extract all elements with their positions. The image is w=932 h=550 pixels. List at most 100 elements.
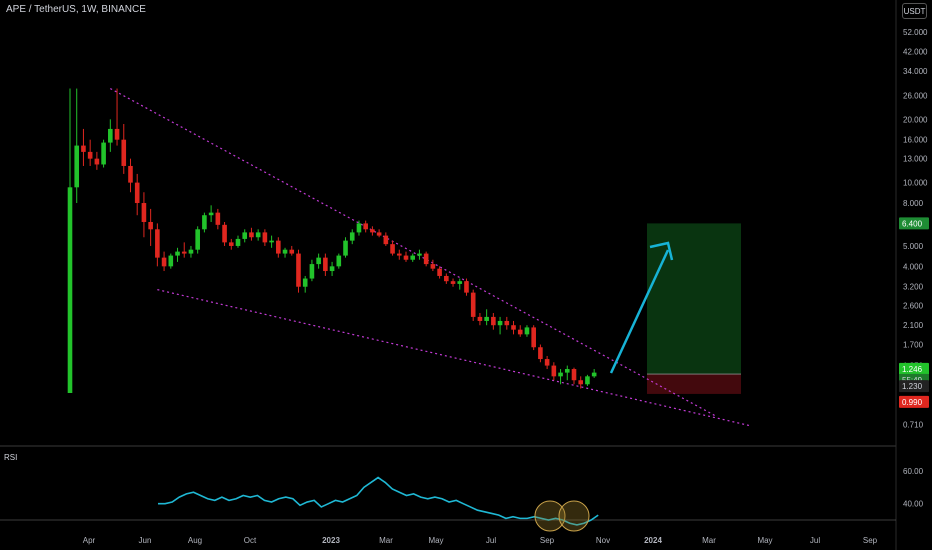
- candle: [195, 226, 200, 254]
- price-tick: 1.700: [903, 341, 924, 350]
- candle: [504, 316, 510, 330]
- candle-body: [410, 255, 416, 260]
- candle: [208, 205, 214, 222]
- candle-body: [470, 292, 476, 317]
- candle-body: [363, 223, 368, 230]
- rsi-tick: 60.00: [903, 467, 924, 476]
- candle-body: [101, 142, 106, 165]
- candle-body: [141, 203, 147, 222]
- time-tick: 2023: [322, 536, 340, 545]
- time-tick: Mar: [379, 536, 393, 545]
- candle: [161, 251, 167, 272]
- candle-body: [444, 275, 449, 282]
- projection-arrow: [609, 241, 674, 374]
- candle-body: [578, 380, 584, 385]
- candle-body: [457, 281, 463, 284]
- candle: [564, 365, 570, 381]
- candle-body: [255, 232, 261, 238]
- candle: [302, 275, 308, 293]
- target-price-tag: 6.400: [899, 217, 929, 230]
- chart-title: APE / TetherUS, 1W, BINANCE: [6, 4, 146, 15]
- candle-body: [464, 281, 469, 293]
- rsi-pane: 60.00 40.00: [0, 467, 924, 532]
- candle: [228, 238, 234, 250]
- candle-body: [128, 165, 133, 183]
- time-tick: Sep: [863, 536, 878, 545]
- stop-price-tag-bg: [899, 395, 929, 408]
- candle-body: [296, 253, 301, 287]
- candle-body: [215, 212, 221, 225]
- candle-body: [437, 268, 442, 276]
- candle: [578, 376, 584, 389]
- candle: [262, 229, 268, 246]
- candle-body: [74, 145, 80, 188]
- candle: [168, 253, 174, 269]
- stop-price-tag: 0.990: [899, 395, 929, 408]
- candle: [356, 220, 362, 236]
- candle-body: [417, 253, 422, 256]
- candle: [336, 253, 342, 269]
- candle: [181, 242, 187, 258]
- candle-body: [558, 372, 563, 377]
- candle-body: [302, 278, 308, 287]
- candle: [94, 151, 100, 170]
- rsi-line: [158, 476, 599, 526]
- candle-body: [114, 128, 120, 140]
- candle-body: [188, 249, 194, 254]
- candle: [309, 259, 315, 282]
- candle: [316, 253, 321, 269]
- candle: [242, 229, 248, 243]
- rsi-highlight-circle: [534, 500, 566, 532]
- last-price-tag: 1.246: [899, 362, 929, 375]
- candle-body: [242, 232, 248, 239]
- price-tick: 26.000: [903, 91, 928, 100]
- candle: [423, 251, 429, 267]
- grid: [0, 0, 897, 550]
- candle: [282, 247, 288, 258]
- candle-body: [531, 327, 536, 348]
- candle: [249, 227, 254, 241]
- candle-body: [517, 329, 523, 335]
- candle: [67, 88, 73, 393]
- candle-body: [390, 244, 395, 254]
- time-tick: May: [757, 536, 772, 545]
- candle-body: [477, 316, 483, 321]
- currency-badge[interactable]: USDT: [902, 3, 927, 19]
- candle: [477, 313, 483, 326]
- candle-body: [484, 316, 489, 321]
- candle-body: [269, 240, 274, 243]
- candle: [376, 229, 382, 238]
- candle-body: [94, 158, 100, 165]
- candles: [67, 88, 597, 393]
- candle: [497, 316, 503, 335]
- candle: [222, 221, 227, 246]
- candle: [202, 212, 207, 233]
- price-tick: 16.000: [903, 136, 928, 145]
- candle-body: [356, 223, 362, 233]
- candle: [396, 249, 402, 260]
- rsi-tick: 40.00: [903, 500, 924, 509]
- candle: [524, 325, 530, 337]
- candle-body: [585, 376, 590, 385]
- candle: [349, 229, 355, 245]
- candle-body: [222, 224, 227, 243]
- price-tick: 13.000: [903, 155, 928, 164]
- candle-body: [148, 221, 153, 230]
- candle-body: [282, 249, 288, 254]
- candle-body: [564, 369, 570, 373]
- candle: [571, 367, 577, 385]
- time-axis: Apr Jun Aug Oct 2023 Mar May Jul Sep Nov 2024 Mar Ma…: [83, 536, 878, 545]
- candle: [148, 208, 153, 246]
- candle: [323, 253, 328, 276]
- candle: [128, 158, 133, 193]
- candle-body: [181, 251, 187, 254]
- price-tick: 52.000: [903, 28, 928, 37]
- candle-body: [343, 240, 348, 256]
- candle-body: [168, 255, 174, 267]
- time-tick: May: [428, 536, 443, 545]
- candle-body: [121, 139, 127, 166]
- trendline-2: [157, 289, 750, 427]
- arrow-shaft: [609, 249, 670, 374]
- candle-body: [67, 187, 73, 393]
